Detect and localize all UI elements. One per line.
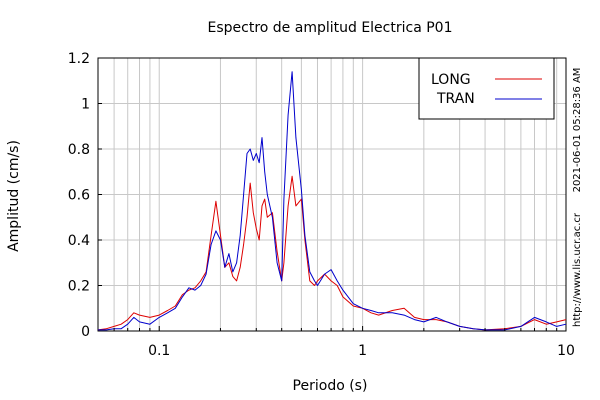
x-tick-label: 1: [358, 343, 367, 359]
y-tick-label: 0.2: [68, 279, 90, 295]
tick-group: 0 0.2 0.4 0.6 0.8 1 1.2 0.1 1 10: [68, 51, 575, 359]
legend-box: [418, 57, 555, 120]
x-tick-label: 10: [557, 343, 575, 359]
series-line-tran: [98, 71, 567, 331]
timestamp-text: 2021-06-01 05:28:36 AM: [572, 68, 583, 193]
series-line-long: [97, 175, 567, 331]
chart-title: Espectro de amplitud Electrica P01: [208, 20, 453, 36]
y-tick-label: 0.4: [68, 233, 90, 249]
y-tick-label: 0: [81, 324, 90, 340]
y-axis-label: Amplitud (cm/s): [6, 140, 22, 252]
legend: LONG TRAN: [418, 57, 555, 120]
x-axis-label: Periodo (s): [293, 378, 368, 394]
legend-label-tran: TRAN: [436, 91, 475, 107]
y-tick-label: 1.2: [68, 51, 90, 67]
x-tick-label: 0.1: [148, 343, 170, 359]
y-tick-label: 0.6: [68, 188, 90, 204]
legend-label-long: LONG: [431, 72, 471, 88]
y-tick-label: 0.8: [68, 142, 90, 158]
grid: [98, 58, 566, 331]
series-group: [97, 71, 567, 331]
source-url-text: http://www.lis.ucr.ac.cr: [572, 212, 583, 327]
y-tick-label: 1: [81, 97, 90, 113]
